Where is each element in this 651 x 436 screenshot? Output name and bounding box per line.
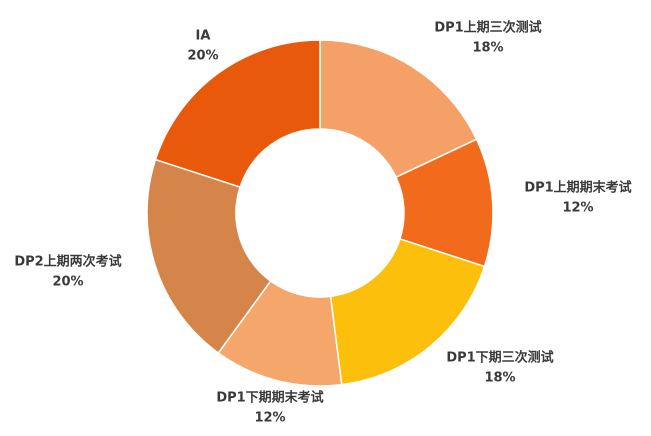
segment-value-label: 20%: [52, 275, 83, 290]
donut-segment: [329, 238, 486, 386]
donut-segment: [319, 39, 478, 179]
segment-value-label: 20%: [187, 49, 218, 64]
segment-value-label: 18%: [472, 41, 503, 56]
segment-value-label: 18%: [484, 371, 515, 386]
segment-label: DP1上期三次测试: [434, 20, 541, 36]
segment-value-label: 12%: [562, 201, 593, 216]
donut-segment: [146, 158, 272, 355]
donut-segment: [154, 39, 321, 188]
segment-label: DP1下期三次测试: [446, 350, 553, 366]
segment-label: DP2上期两次考试: [14, 254, 121, 270]
segment-value-label: 12%: [254, 411, 285, 426]
segment-label: DP1上期期末考试: [524, 180, 631, 196]
segment-label: IA: [196, 29, 211, 44]
segment-label: DP1下期期末考试: [216, 390, 323, 406]
